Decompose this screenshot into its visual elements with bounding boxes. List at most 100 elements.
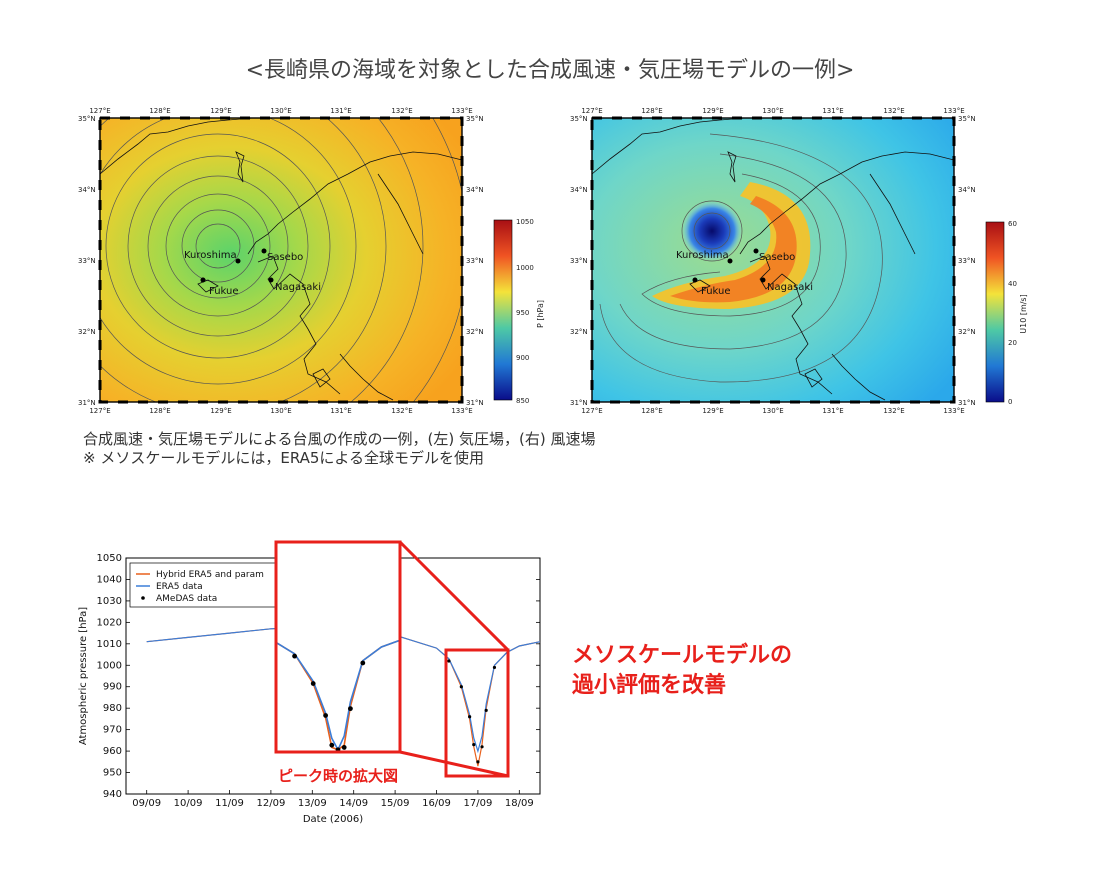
lat-tick-labels: 35°N 34°N 33°N 32°N 31°N 35°N 34°N 33°N 32°N… [78, 115, 484, 407]
svg-text:127°E: 127°E [581, 407, 602, 415]
svg-text:128°E: 128°E [149, 407, 170, 415]
y-axis-ticks: 940 950 960 970 980 990 1000 1010 1020 1030 1040 10… [97, 553, 540, 800]
zoom-amedas-point [292, 653, 297, 659]
pressure-colorbar-label: P [hPa] [536, 300, 545, 328]
series-line [146, 626, 541, 754]
svg-text:34°N: 34°N [958, 186, 976, 194]
amedas-point [459, 685, 463, 689]
svg-text:128°E: 128°E [149, 107, 170, 115]
x-tick-label: 16/09 [422, 798, 451, 809]
zoom-amedas-point [360, 660, 366, 666]
place-label-fukue: Fukue [701, 286, 731, 297]
zoom-amedas-points [292, 653, 366, 753]
svg-text:127°E: 127°E [89, 407, 110, 415]
svg-text:33°N: 33°N [958, 257, 976, 265]
svg-text:130°E: 130°E [270, 107, 291, 115]
zoom-connector-top [398, 540, 510, 652]
pressure-colorbar-ticks: 1050 1000 950 900 850 [516, 218, 534, 405]
place-label-sasebo: Sasebo [267, 252, 303, 263]
svg-text:40: 40 [1008, 280, 1017, 288]
svg-text:128°E: 128°E [641, 107, 662, 115]
svg-text:32°N: 32°N [958, 328, 976, 336]
svg-text:127°E: 127°E [581, 107, 602, 115]
svg-text:132°E: 132°E [391, 407, 412, 415]
svg-text:131°E: 131°E [822, 407, 843, 415]
y-tick-label: 940 [103, 789, 122, 800]
amedas-point [447, 659, 451, 663]
y-tick-label: 980 [103, 703, 122, 714]
y-tick-label: 1000 [97, 660, 122, 671]
svg-text:127°E: 127°E [89, 107, 110, 115]
svg-text:133°E: 133°E [451, 107, 472, 115]
y-tick-label: 960 [103, 746, 122, 757]
svg-text:129°E: 129°E [210, 407, 231, 415]
x-tick-label: 10/09 [174, 798, 203, 809]
amedas-point [476, 760, 480, 764]
wind-colorbar-label: U10 [m/s] [1019, 294, 1028, 333]
svg-text:1050: 1050 [516, 218, 534, 226]
svg-text:950: 950 [516, 309, 529, 317]
y-tick-label: 1030 [97, 596, 122, 607]
lat-tick-labels: 35°N 34°N 33°N 32°N 31°N 35°N 34°N 33°N 32°N… [570, 115, 976, 407]
wind-colorbar [985, 221, 1005, 403]
amedas-point [468, 715, 472, 719]
improvement-callout: メソスケールモデルの 過小評価を改善 [572, 641, 792, 701]
caption-line-1: 合成風速・気圧場モデルによる台風の作成の一例，(左) 気圧場，(右) 風速場 [83, 430, 596, 448]
x-tick-label: 17/09 [463, 798, 492, 809]
svg-text:133°E: 133°E [943, 407, 964, 415]
svg-text:34°N: 34°N [78, 186, 96, 194]
pressure-timeseries-chart: 940 950 960 970 980 990 1000 1010 1020 1030 1040 10… [70, 530, 550, 834]
svg-text:133°E: 133°E [943, 107, 964, 115]
place-label-kuroshima: Kuroshima [676, 250, 729, 261]
y-tick-label: 990 [103, 682, 122, 693]
svg-text:32°N: 32°N [78, 328, 96, 336]
svg-text:35°N: 35°N [78, 115, 96, 123]
svg-text:131°E: 131°E [330, 407, 351, 415]
place-label-fukue: Fukue [209, 286, 239, 297]
caption-line-2: ※ メソスケールモデルには，ERA5による全球モデルを使用 [83, 449, 484, 467]
legend-label-amedas: AMeDAS data [156, 594, 217, 604]
svg-text:130°E: 130°E [762, 407, 783, 415]
place-markers [200, 248, 274, 283]
svg-text:60: 60 [1008, 220, 1017, 228]
series-lines [146, 626, 541, 767]
x-tick-label: 09/09 [132, 798, 161, 809]
wind-contours [599, 133, 883, 383]
place-label-nagasaki: Nagasaki [275, 282, 321, 293]
place-markers [692, 248, 766, 283]
zoom-connector-bottom [399, 750, 509, 778]
legend-label-era5: ERA5 data [156, 582, 203, 592]
place-label-kuroshima: Kuroshima [184, 250, 237, 261]
x-tick-label: 18/09 [505, 798, 534, 809]
svg-text:20: 20 [1008, 339, 1017, 347]
wind-colorbar-ticks: 60 40 20 0 [1008, 220, 1017, 406]
svg-text:33°N: 33°N [78, 257, 96, 265]
lon-tick-labels: 127°E 128°E 129°E 130°E 131°E 132°E 133°E 1… [581, 107, 964, 415]
wind-field-map: Kuroshima Sasebo Fukue Nagasaki 127°E 128… [570, 104, 1040, 428]
svg-text:132°E: 132°E [883, 407, 904, 415]
legend-label-hybrid: Hybrid ERA5 and param [156, 570, 264, 580]
amedas-point [480, 745, 484, 749]
svg-text:35°N: 35°N [570, 115, 588, 123]
svg-text:1000: 1000 [516, 264, 534, 272]
amedas-point [492, 665, 497, 670]
svg-text:35°N: 35°N [466, 115, 484, 123]
svg-text:128°E: 128°E [641, 407, 662, 415]
svg-text:132°E: 132°E [883, 107, 904, 115]
svg-text:130°E: 130°E [270, 407, 291, 415]
x-tick-label: 14/09 [339, 798, 368, 809]
x-tick-label: 11/09 [215, 798, 244, 809]
svg-text:129°E: 129°E [702, 107, 723, 115]
zoom-amedas-point [341, 745, 347, 750]
svg-text:31°N: 31°N [958, 399, 976, 407]
figure-caption: 合成風速・気圧場モデルによる台風の作成の一例，(左) 気圧場，(右) 風速場 ※… [83, 430, 596, 468]
svg-text:33°N: 33°N [466, 257, 484, 265]
svg-text:850: 850 [516, 397, 529, 405]
x-tick-label: 13/09 [298, 798, 327, 809]
zoom-amedas-point [348, 706, 353, 712]
y-tick-label: 970 [103, 725, 122, 736]
map-frame [98, 116, 464, 404]
pressure-field-map: Kuroshima Sasebo Fukue Nagasaki 127°E 128… [78, 104, 548, 428]
zoom-amedas-point [310, 681, 316, 686]
svg-text:31°N: 31°N [466, 399, 484, 407]
